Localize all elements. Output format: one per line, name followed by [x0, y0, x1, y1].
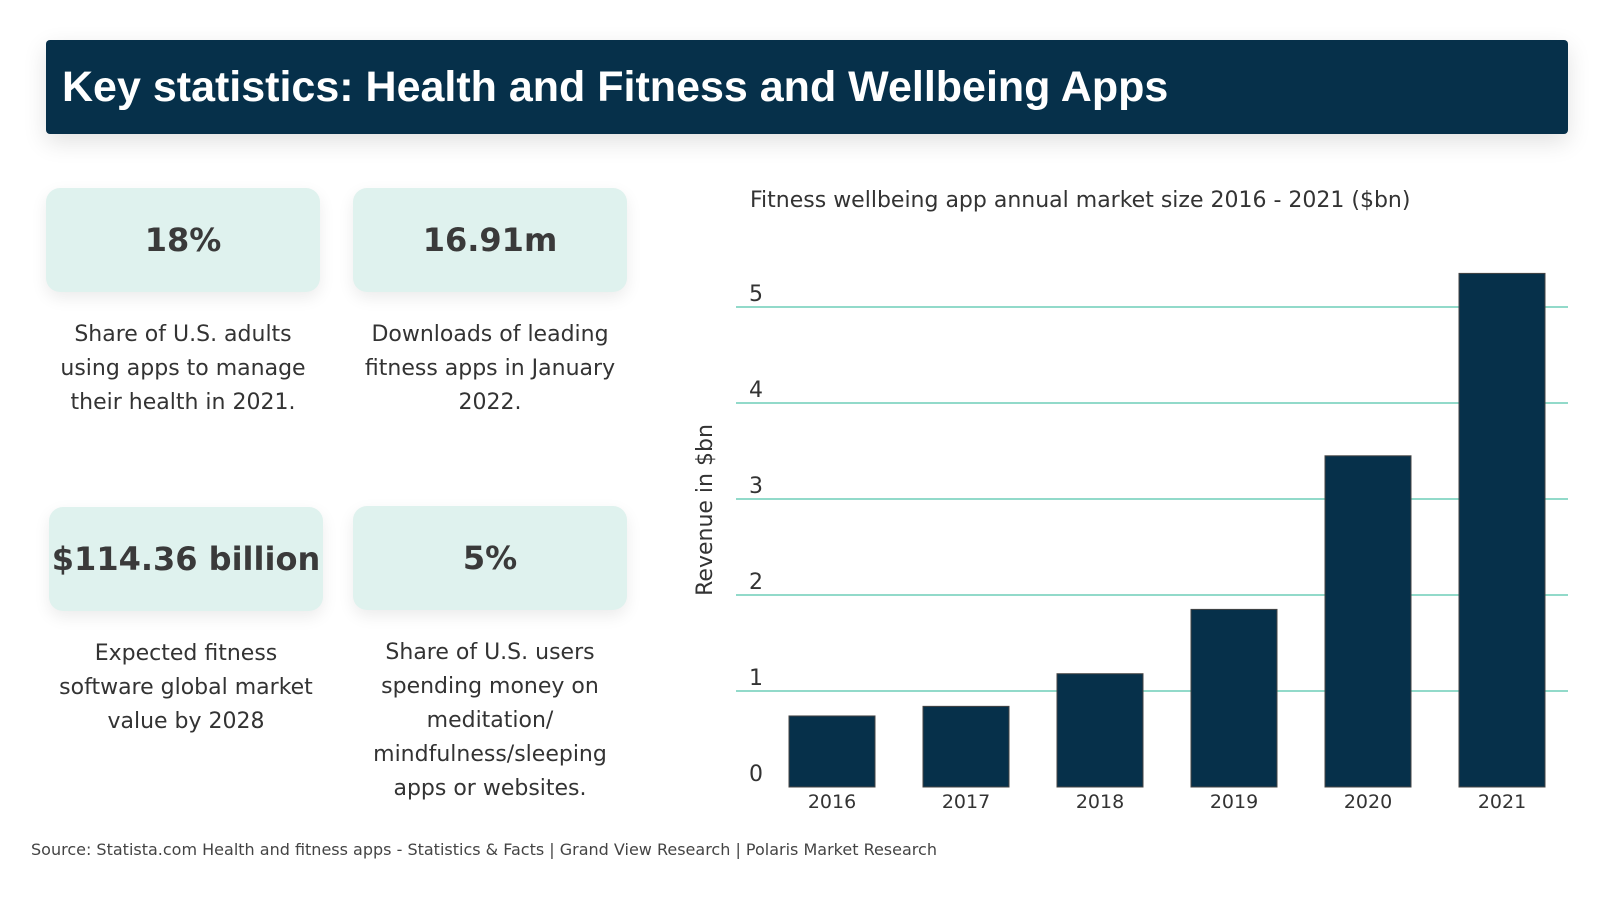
bar-2019 — [1190, 608, 1278, 788]
page-title: Key statistics: Health and Fitness and W… — [62, 62, 1169, 111]
x-tick-label: 2017 — [942, 791, 990, 813]
stat-description: Share of U.S. adults using apps to manag… — [60, 322, 306, 415]
stat-card-market-value: $114.36 billion — [49, 507, 323, 611]
x-tick-label: 2018 — [1076, 791, 1124, 813]
bar-2017 — [922, 705, 1010, 788]
title-banner: Key statistics: Health and Fitness and W… — [46, 40, 1568, 134]
x-tick-label: 2020 — [1344, 791, 1392, 813]
bar-2016 — [788, 715, 876, 788]
stat-card-downloads: 16.91m — [353, 188, 627, 292]
x-tick-label: 2021 — [1478, 791, 1526, 813]
y-tick-label: 0 — [749, 762, 763, 787]
stat-description: Expected fitness software global market … — [59, 641, 313, 734]
chart-title: Fitness wellbeing app annual market size… — [750, 188, 1411, 213]
bar-2018 — [1056, 673, 1144, 788]
stat-card-meditation-share: 5% — [353, 506, 627, 610]
y-axis-label: Revenue in $bn — [693, 424, 718, 596]
stat-description: Share of U.S. users spending money on me… — [373, 640, 607, 801]
y-tick-label: 1 — [749, 666, 763, 691]
stat-description: Downloads of leading fitness apps in Jan… — [364, 322, 616, 415]
y-tick-label: 2 — [749, 570, 763, 595]
y-tick-label: 3 — [749, 474, 763, 499]
source-note: Source: Statista.com Health and fitness … — [31, 840, 937, 859]
stat-card-adults-share: 18% — [46, 188, 320, 292]
y-tick-label: 4 — [749, 378, 763, 403]
x-tick-label: 2016 — [808, 791, 856, 813]
x-tick-label: 2019 — [1210, 791, 1258, 813]
y-tick-label: 5 — [749, 282, 763, 307]
bar-2020 — [1324, 455, 1412, 788]
bar-2021 — [1458, 272, 1546, 788]
